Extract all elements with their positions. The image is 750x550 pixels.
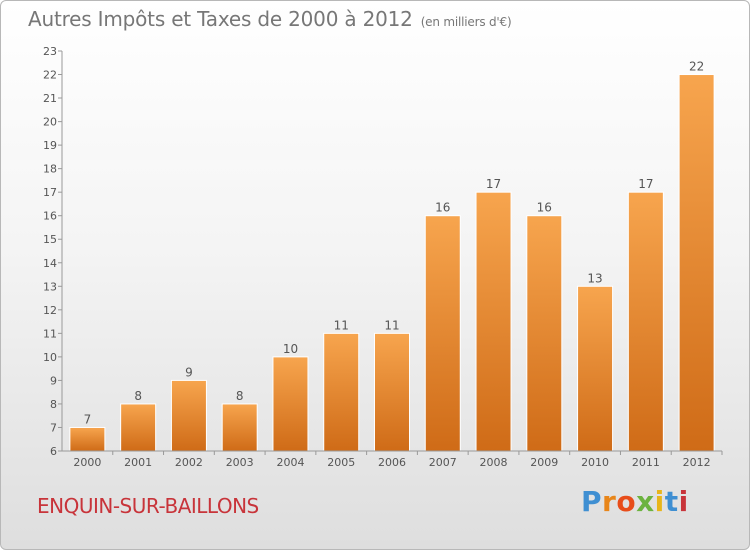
x-tick-label: 2000	[73, 456, 101, 469]
bar-value-label: 11	[334, 318, 349, 332]
chart-subtitle: (en milliers d'€)	[420, 15, 512, 29]
bar	[577, 285, 614, 452]
bar-value-label: 10	[283, 342, 298, 356]
logo-letter: i	[654, 485, 665, 518]
y-tick-label: 14	[43, 257, 57, 270]
y-tick-label: 20	[43, 116, 57, 129]
y-tick-label: 6	[50, 445, 57, 458]
bar-value-label: 11	[384, 318, 399, 332]
logo-letter: x	[636, 485, 655, 518]
bars-group: 7 8 9 8 10 11 11 16 17 16 13 17 22	[69, 60, 715, 452]
y-tick-label: 8	[50, 398, 57, 411]
y-tick-label: 13	[43, 280, 57, 293]
x-tick-label: 2004	[276, 456, 304, 469]
logo-letter: t	[664, 485, 679, 518]
bar	[323, 332, 360, 452]
bar	[120, 403, 157, 452]
y-tick-label: 7	[50, 421, 57, 434]
logo-letter: r	[602, 485, 617, 518]
y-tick-label: 17	[43, 186, 57, 199]
x-tick-label: 2003	[226, 456, 254, 469]
x-tick-label: 2005	[327, 456, 355, 469]
bar-value-label: 9	[185, 365, 193, 379]
x-tick-label: 2010	[581, 456, 609, 469]
bar-value-label: 22	[689, 60, 704, 74]
bar-value-label: 7	[84, 412, 92, 426]
bar	[526, 215, 563, 452]
y-tick-label: 18	[43, 163, 57, 176]
bar-value-label: 8	[236, 389, 244, 403]
x-tick-label: 2012	[683, 456, 711, 469]
x-axis: 2000 2001 2002 2003 2004 2005 2006 2007 2008 2009…	[62, 450, 723, 469]
y-tick-label: 12	[43, 304, 57, 317]
y-tick-label: 23	[43, 45, 57, 58]
x-tick-label: 2007	[429, 456, 457, 469]
y-tick-label: 9	[50, 374, 57, 387]
commune-name: ENQUIN-SUR-BAILLONS	[37, 494, 259, 518]
logo-letter: o	[616, 485, 637, 518]
x-tick-label: 2001	[124, 456, 152, 469]
x-tick-label: 2011	[632, 456, 660, 469]
x-tick-label: 2002	[175, 456, 203, 469]
bar	[678, 74, 715, 452]
bar-value-label: 16	[435, 201, 450, 215]
x-tick-label: 2008	[480, 456, 508, 469]
bar	[69, 426, 106, 452]
bar	[221, 403, 258, 452]
bar	[627, 191, 664, 452]
logo-letter: i	[678, 485, 689, 518]
bar	[424, 215, 461, 452]
bar-value-label: 13	[587, 271, 602, 285]
bar	[170, 379, 207, 452]
bar-value-label: 17	[638, 177, 653, 191]
y-tick-label: 10	[43, 351, 57, 364]
bar	[475, 191, 512, 452]
bar-value-label: 16	[537, 201, 552, 215]
bar	[272, 356, 309, 452]
y-axis: 6 7 8 9 10 11 12 13 14 15 16 17 18 19 20 21 22 23	[43, 45, 63, 458]
chart-title: Autres Impôts et Taxes de 2000 à 2012 (en…	[28, 7, 512, 31]
x-tick-label: 2009	[530, 456, 558, 469]
y-tick-label: 22	[43, 69, 57, 82]
bar	[374, 332, 410, 452]
chart-title-text: Autres Impôts et Taxes de 2000 à 2012	[28, 7, 413, 31]
y-tick-label: 15	[43, 233, 57, 246]
bar-value-label: 17	[486, 177, 501, 191]
y-tick-label: 19	[43, 139, 57, 152]
proxiti-logo: Proxiti	[581, 485, 689, 518]
y-tick-label: 11	[43, 327, 57, 340]
x-tick-label: 2006	[378, 456, 406, 469]
y-tick-label: 21	[43, 92, 57, 105]
logo-letter: P	[581, 485, 603, 518]
y-tick-label: 16	[43, 210, 57, 223]
bar-value-label: 8	[134, 389, 142, 403]
